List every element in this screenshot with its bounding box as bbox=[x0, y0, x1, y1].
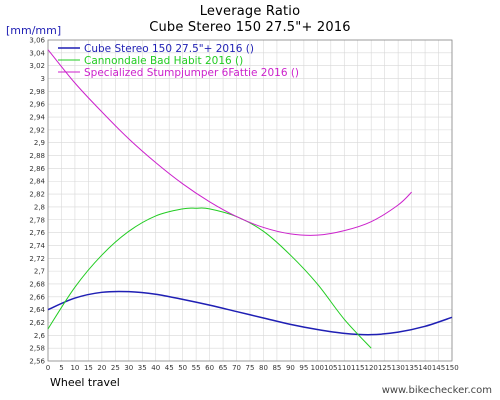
legend-label-3: Specialized Stumpjumper 6Fattie 2016 () bbox=[84, 67, 299, 79]
y-tick-label: 2,66 bbox=[29, 293, 45, 301]
y-tick-label: 2,64 bbox=[29, 306, 45, 314]
x-tick-label: 35 bbox=[138, 364, 147, 372]
x-tick-label: 100 bbox=[311, 364, 324, 372]
legend-label-1: Cube Stereo 150 27.5"+ 2016 () bbox=[84, 43, 254, 55]
x-tick-label: 20 bbox=[97, 364, 106, 372]
y-tick-label: 2,72 bbox=[29, 255, 45, 263]
series-line-1 bbox=[47, 290, 453, 336]
x-tick-label: 150 bbox=[445, 364, 458, 372]
x-axis-label: Wheel travel bbox=[50, 376, 120, 389]
y-tick-label: 2,84 bbox=[29, 178, 45, 186]
y-tick-label: 2,92 bbox=[29, 126, 45, 134]
y-axis-label: [mm/mm] bbox=[6, 24, 62, 37]
series-line-2 bbox=[47, 207, 372, 349]
series-line-3 bbox=[47, 49, 412, 236]
x-tick-label: 55 bbox=[192, 364, 201, 372]
y-tick-label: 2,9 bbox=[34, 139, 45, 147]
y-tick-label: 2,7 bbox=[34, 268, 45, 276]
x-tick-label: 145 bbox=[432, 364, 445, 372]
x-tick-label: 75 bbox=[246, 364, 255, 372]
y-tick-label: 2,82 bbox=[29, 191, 45, 199]
x-tick-label: 70 bbox=[232, 364, 241, 372]
y-tick-label: 2,6 bbox=[34, 332, 46, 340]
x-tick-label: 80 bbox=[259, 364, 268, 372]
y-tick-label: 2,78 bbox=[29, 216, 45, 224]
x-tick-label: 90 bbox=[286, 364, 295, 372]
x-tick-label: 10 bbox=[70, 364, 79, 372]
x-tick-label: 50 bbox=[178, 364, 187, 372]
legend-label-2: Cannondale Bad Habit 2016 () bbox=[84, 55, 243, 67]
x-tick-label: 65 bbox=[219, 364, 228, 372]
x-tick-label: 125 bbox=[378, 364, 391, 372]
y-tick-label: 2,56 bbox=[29, 358, 45, 366]
y-tick-label: 2,88 bbox=[29, 152, 45, 160]
y-tick-label: 2,74 bbox=[29, 242, 45, 250]
x-tick-label: 135 bbox=[405, 364, 418, 372]
legend: Cube Stereo 150 27.5"+ 2016 ()Cannondale… bbox=[58, 43, 299, 79]
tick-labels: 0 5 10 15 20 25 30 35 40 45 50 55 60 65 70 75 80 85 90 95 10… bbox=[29, 37, 458, 373]
y-tick-label: 3,02 bbox=[29, 62, 45, 70]
y-tick-label: 3,06 bbox=[29, 37, 45, 45]
x-tick-label: 120 bbox=[365, 364, 378, 372]
y-tick-label: 2,76 bbox=[29, 229, 45, 237]
x-tick-label: 15 bbox=[84, 364, 93, 372]
y-tick-label: 2,8 bbox=[34, 203, 45, 211]
plot-frame bbox=[47, 39, 453, 362]
x-tick-label: 115 bbox=[351, 364, 364, 372]
y-tick-label: 3,04 bbox=[29, 49, 45, 57]
y-tick-label: 2,58 bbox=[29, 345, 45, 353]
y-tick-label: 2,86 bbox=[29, 165, 45, 173]
x-tick-label: 85 bbox=[272, 364, 281, 372]
y-tick-label: 2,94 bbox=[29, 114, 45, 122]
axes bbox=[47, 39, 453, 362]
x-tick-label: 110 bbox=[338, 364, 351, 372]
x-tick-label: 95 bbox=[299, 364, 308, 372]
x-tick-label: 105 bbox=[324, 364, 337, 372]
x-tick-label: 30 bbox=[124, 364, 133, 372]
x-tick-label: 0 bbox=[46, 364, 50, 372]
x-tick-label: 25 bbox=[111, 364, 120, 372]
y-tick-label: 2,98 bbox=[29, 88, 45, 96]
series-lines bbox=[47, 49, 453, 349]
chart-title: Leverage Ratio bbox=[199, 4, 301, 19]
x-tick-label: 130 bbox=[391, 364, 404, 372]
x-tick-label: 60 bbox=[205, 364, 214, 372]
chart-subtitle: Cube Stereo 150 27.5"+ 2016 bbox=[149, 20, 351, 35]
watermark: www.bikechecker.com bbox=[381, 385, 492, 396]
y-tick-label: 2,96 bbox=[29, 101, 45, 109]
x-tick-label: 5 bbox=[59, 364, 63, 372]
y-tick-label: 2,68 bbox=[29, 280, 45, 288]
x-tick-label: 40 bbox=[151, 364, 160, 372]
x-tick-label: 140 bbox=[418, 364, 431, 372]
y-tick-label: 3 bbox=[41, 75, 45, 83]
x-tick-label: 45 bbox=[165, 364, 174, 372]
grid bbox=[47, 39, 453, 362]
y-tick-label: 2,62 bbox=[29, 319, 45, 327]
